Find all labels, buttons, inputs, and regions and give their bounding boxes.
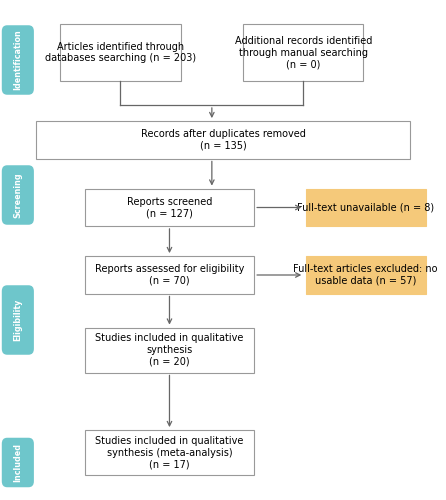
Text: Reports assessed for eligibility
(n = 70): Reports assessed for eligibility (n = 70… [95, 264, 244, 286]
FancyBboxPatch shape [85, 256, 254, 294]
FancyBboxPatch shape [85, 430, 254, 475]
Text: Studies included in qualitative
synthesis (meta-analysis)
(n = 17): Studies included in qualitative synthesi… [95, 436, 244, 469]
Text: Eligibility: Eligibility [13, 299, 22, 341]
Text: Identification: Identification [13, 30, 22, 90]
Text: Records after duplicates removed
(n = 135): Records after duplicates removed (n = 13… [140, 129, 306, 151]
FancyBboxPatch shape [306, 189, 426, 226]
FancyBboxPatch shape [85, 328, 254, 372]
FancyBboxPatch shape [85, 189, 254, 226]
Text: Articles identified through
databases searching (n = 203): Articles identified through databases se… [45, 42, 196, 64]
Text: Included: Included [13, 443, 22, 482]
FancyBboxPatch shape [2, 25, 34, 95]
FancyBboxPatch shape [243, 24, 363, 81]
FancyBboxPatch shape [2, 165, 34, 225]
Text: Studies included in qualitative
synthesis
(n = 20): Studies included in qualitative synthesi… [95, 334, 244, 366]
Text: Full-text unavailable (n = 8): Full-text unavailable (n = 8) [297, 202, 434, 212]
FancyBboxPatch shape [2, 285, 34, 355]
Text: Screening: Screening [13, 172, 22, 218]
Text: Additional records identified
through manual searching
(n = 0): Additional records identified through ma… [235, 36, 372, 69]
FancyBboxPatch shape [306, 256, 426, 294]
Text: Full-text articles excluded: no
usable data (n = 57): Full-text articles excluded: no usable d… [293, 264, 438, 286]
FancyBboxPatch shape [2, 438, 34, 487]
FancyBboxPatch shape [36, 121, 410, 159]
FancyBboxPatch shape [60, 24, 181, 81]
Text: Reports screened
(n = 127): Reports screened (n = 127) [127, 196, 212, 218]
